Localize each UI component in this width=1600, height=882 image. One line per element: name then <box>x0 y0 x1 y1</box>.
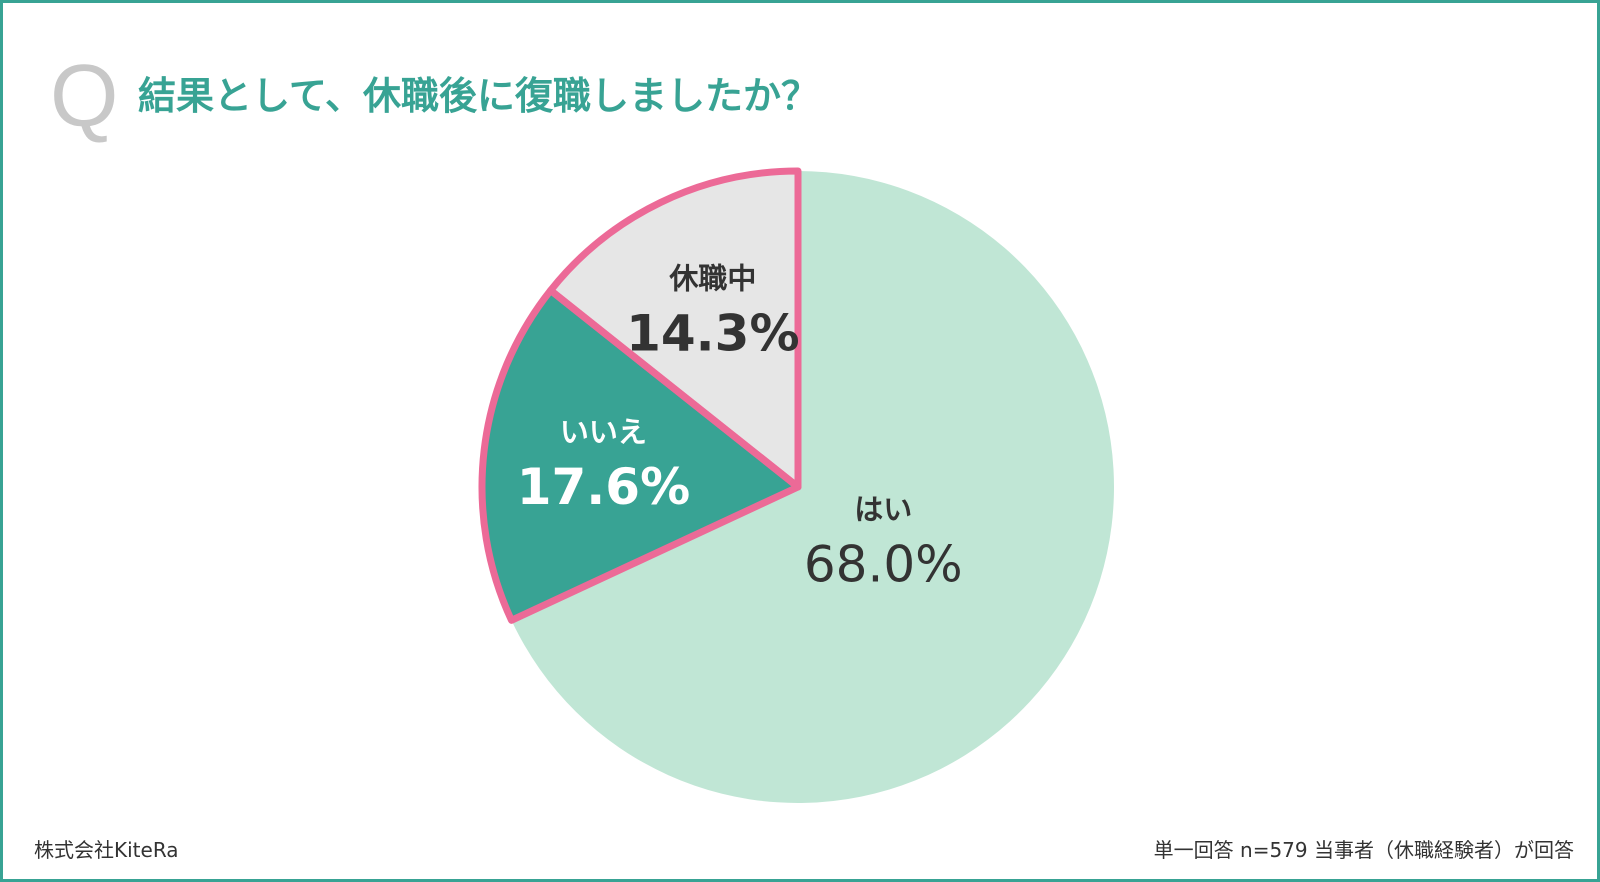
q-mark: Q <box>50 46 119 145</box>
slice-value-2: 17.6% <box>517 458 690 516</box>
pie-slice-3 <box>550 171 798 487</box>
pie-slice-1 <box>511 171 1114 803</box>
chart-title: 結果として、休職後に復職しましたか？ <box>138 74 819 118</box>
slice-label-1: はい <box>854 492 912 526</box>
slice-label-2: いいえ <box>560 415 647 449</box>
pie-slice-highlight-2 <box>478 286 802 624</box>
slice-value-1: 68.0% <box>804 535 963 593</box>
company-name: 株式会社KiteRa <box>34 838 179 862</box>
pie-slice-highlight-3 <box>547 167 802 491</box>
survey-note: 単一回答 n=579 当事者（休職経験者）が回答 <box>1153 838 1574 862</box>
slice-value-3: 14.3% <box>626 305 799 363</box>
slice-label-3: 休職中 <box>668 262 756 296</box>
pie-slice-2 <box>482 290 798 621</box>
